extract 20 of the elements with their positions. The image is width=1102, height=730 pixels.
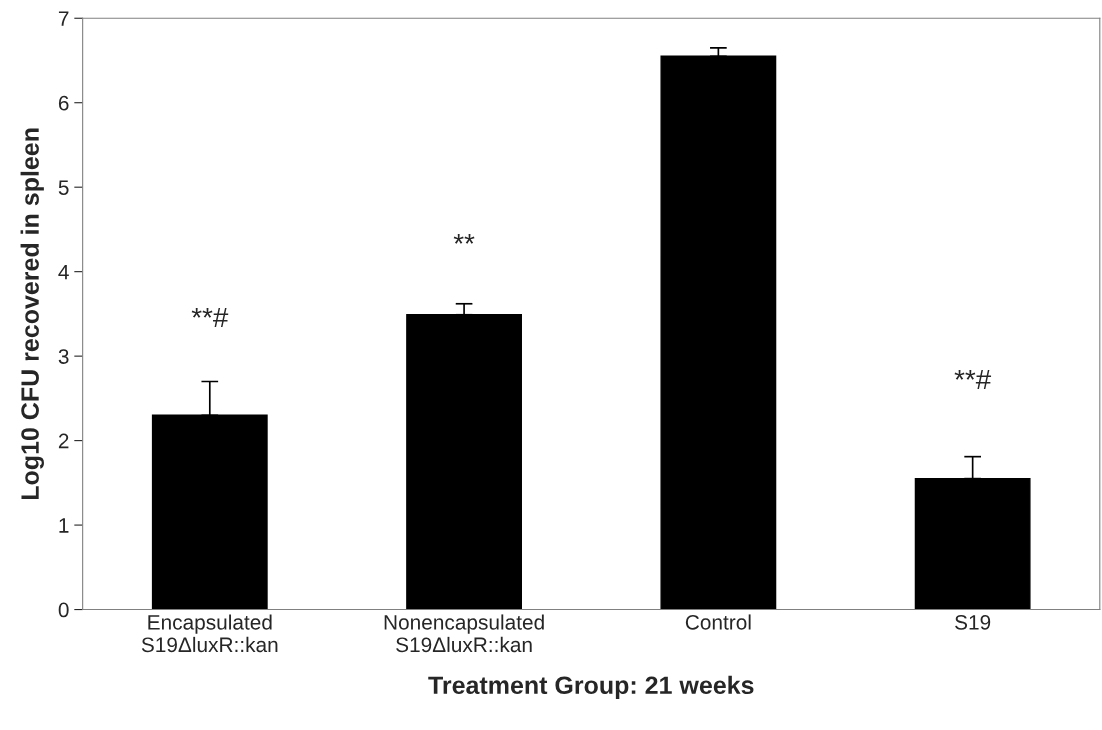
x-tick-label: Encapsulated S19ΔluxR::kan [141, 614, 278, 653]
y-tick-label: 5 [58, 180, 69, 195]
bar [151, 414, 268, 610]
y-tick-label: 7 [58, 11, 69, 26]
y-tick-label: 3 [58, 349, 69, 364]
y-tick-label: 1 [59, 518, 69, 533]
y-tick-label: 6 [58, 95, 69, 111]
y-tick-label: 4 [58, 264, 69, 280]
annotation: **# [191, 307, 229, 327]
annotation: ** [453, 233, 475, 244]
x-tick-label: S19 [955, 614, 991, 630]
y-tick-label: 0 [58, 602, 69, 618]
y-tick-label: 2 [58, 433, 69, 449]
x-tick-label: Control [685, 614, 751, 630]
x-axis-title: Treatment Group: 21 weeks [428, 675, 754, 700]
bar [406, 314, 522, 610]
x-tick-label: Nonencapsulated S19ΔluxR::kan [384, 614, 544, 653]
bar [660, 55, 777, 610]
y-axis-title: Log10 CFU recovered in spleen [20, 128, 44, 500]
annotation: **# [954, 369, 992, 390]
